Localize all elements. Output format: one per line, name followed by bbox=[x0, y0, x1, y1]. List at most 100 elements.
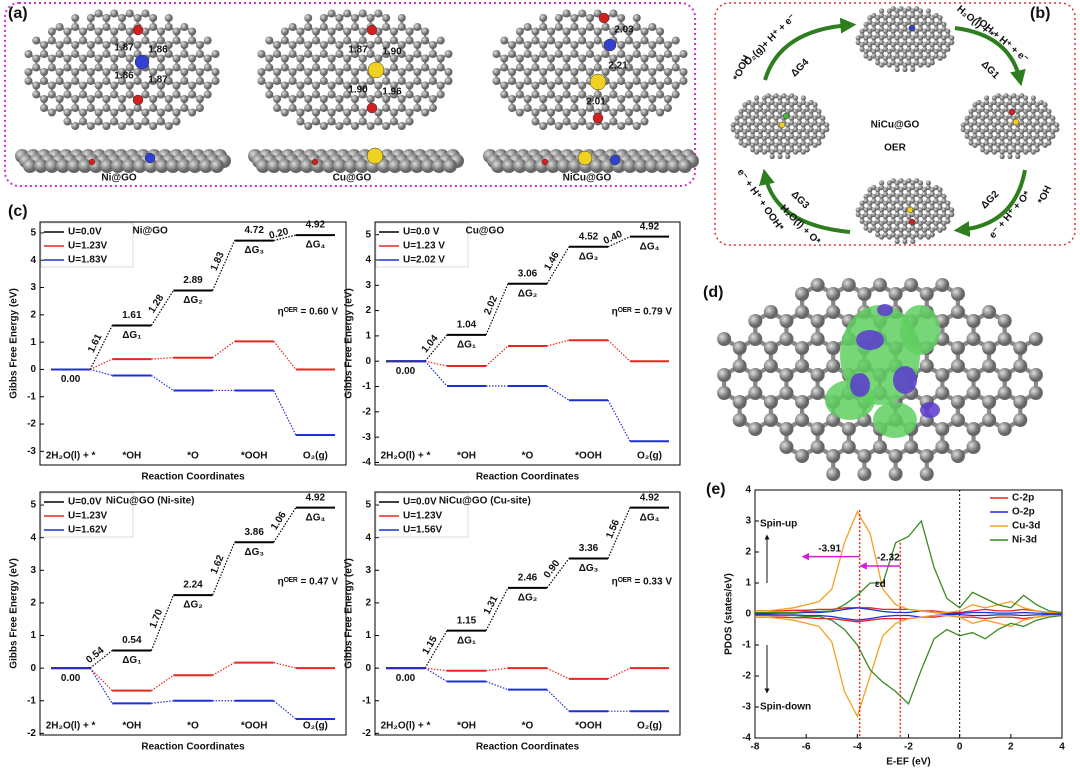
atom bbox=[941, 220, 947, 227]
atom bbox=[1003, 120, 1009, 126]
atom bbox=[374, 9, 383, 18]
atom bbox=[882, 205, 889, 211]
atom bbox=[570, 104, 579, 112]
atom bbox=[1013, 359, 1028, 373]
atom bbox=[195, 68, 204, 76]
delta-label: 1.31 bbox=[482, 594, 501, 617]
atom bbox=[789, 133, 795, 139]
atom bbox=[769, 122, 775, 128]
atom bbox=[997, 332, 1012, 346]
atom bbox=[859, 33, 865, 39]
y-tick-label: -4 bbox=[742, 733, 751, 744]
atom bbox=[777, 149, 783, 155]
atom bbox=[761, 122, 768, 128]
atom bbox=[351, 122, 359, 130]
atom bbox=[1015, 113, 1021, 119]
atom bbox=[810, 314, 825, 328]
atom bbox=[933, 35, 939, 41]
atom bbox=[632, 41, 641, 49]
atom bbox=[1042, 115, 1048, 121]
atom bbox=[358, 36, 367, 45]
atom bbox=[86, 41, 95, 49]
atom bbox=[141, 9, 150, 18]
atom bbox=[79, 63, 88, 72]
atom bbox=[134, 54, 150, 70]
atom bbox=[67, 159, 81, 173]
atom bbox=[444, 50, 453, 58]
atom bbox=[623, 159, 637, 173]
atom bbox=[1011, 133, 1017, 139]
atom bbox=[539, 50, 548, 58]
atom bbox=[1026, 142, 1033, 148]
atom bbox=[180, 104, 189, 112]
legend-label: U=1.56V bbox=[403, 525, 443, 536]
atom bbox=[757, 120, 764, 126]
atom bbox=[972, 120, 978, 126]
delta-label: 1.04 bbox=[420, 333, 441, 355]
atom bbox=[593, 54, 602, 63]
x-tick-label: *OOH bbox=[575, 451, 602, 462]
step-reactant: *OH bbox=[1036, 184, 1054, 206]
atom bbox=[925, 35, 931, 41]
step-label: ΔG₃ bbox=[579, 563, 599, 574]
bond-length: 1.90 bbox=[348, 85, 368, 96]
atom bbox=[941, 207, 947, 213]
atom bbox=[754, 140, 760, 146]
atom bbox=[789, 93, 795, 99]
atom bbox=[796, 142, 803, 148]
atom bbox=[999, 95, 1005, 101]
atom bbox=[917, 220, 924, 227]
atom bbox=[796, 106, 803, 112]
atom bbox=[86, 50, 95, 58]
atom bbox=[211, 77, 220, 85]
atom bbox=[156, 90, 165, 99]
atom bbox=[164, 23, 173, 31]
atom bbox=[763, 359, 778, 373]
atom bbox=[717, 332, 732, 346]
x-tick-label: 2H₂O(l) + * bbox=[381, 721, 431, 732]
atom bbox=[32, 36, 41, 45]
atom bbox=[925, 234, 931, 240]
atom bbox=[898, 227, 904, 233]
atom bbox=[500, 54, 509, 63]
atom bbox=[203, 81, 212, 90]
atom bbox=[997, 386, 1012, 400]
delta-label: 1.56 bbox=[604, 518, 622, 541]
atom bbox=[366, 50, 375, 58]
atom bbox=[750, 102, 756, 108]
atom bbox=[47, 81, 56, 90]
atom bbox=[554, 14, 563, 22]
atom bbox=[886, 8, 893, 14]
connector bbox=[273, 662, 296, 669]
atom bbox=[902, 207, 908, 213]
atom bbox=[906, 55, 912, 61]
legend-label: U=1.23 V bbox=[403, 241, 445, 252]
atom bbox=[1028, 368, 1043, 382]
atom bbox=[890, 191, 896, 197]
atom bbox=[640, 117, 649, 126]
connector bbox=[485, 345, 509, 367]
atom bbox=[894, 238, 900, 245]
atom bbox=[523, 41, 532, 49]
y-tick-label: 0 bbox=[365, 356, 371, 367]
atom bbox=[810, 386, 825, 400]
atom bbox=[917, 207, 924, 213]
atom bbox=[919, 287, 934, 301]
atom bbox=[1026, 106, 1033, 112]
atom bbox=[265, 36, 274, 45]
atom bbox=[382, 23, 391, 31]
atom bbox=[312, 90, 321, 99]
atom bbox=[748, 422, 763, 436]
atom bbox=[717, 368, 732, 382]
d-band-label: -3.91 bbox=[818, 543, 841, 554]
x-tick-label: 2H₂O(l) + * bbox=[381, 451, 431, 462]
atom bbox=[902, 225, 908, 231]
atom bbox=[779, 314, 794, 328]
atom bbox=[366, 95, 375, 103]
pdos-line bbox=[755, 510, 1062, 614]
connector bbox=[273, 507, 297, 543]
atom bbox=[1015, 95, 1021, 101]
atom bbox=[671, 54, 680, 63]
atom bbox=[1013, 413, 1028, 427]
atom bbox=[1026, 115, 1033, 121]
